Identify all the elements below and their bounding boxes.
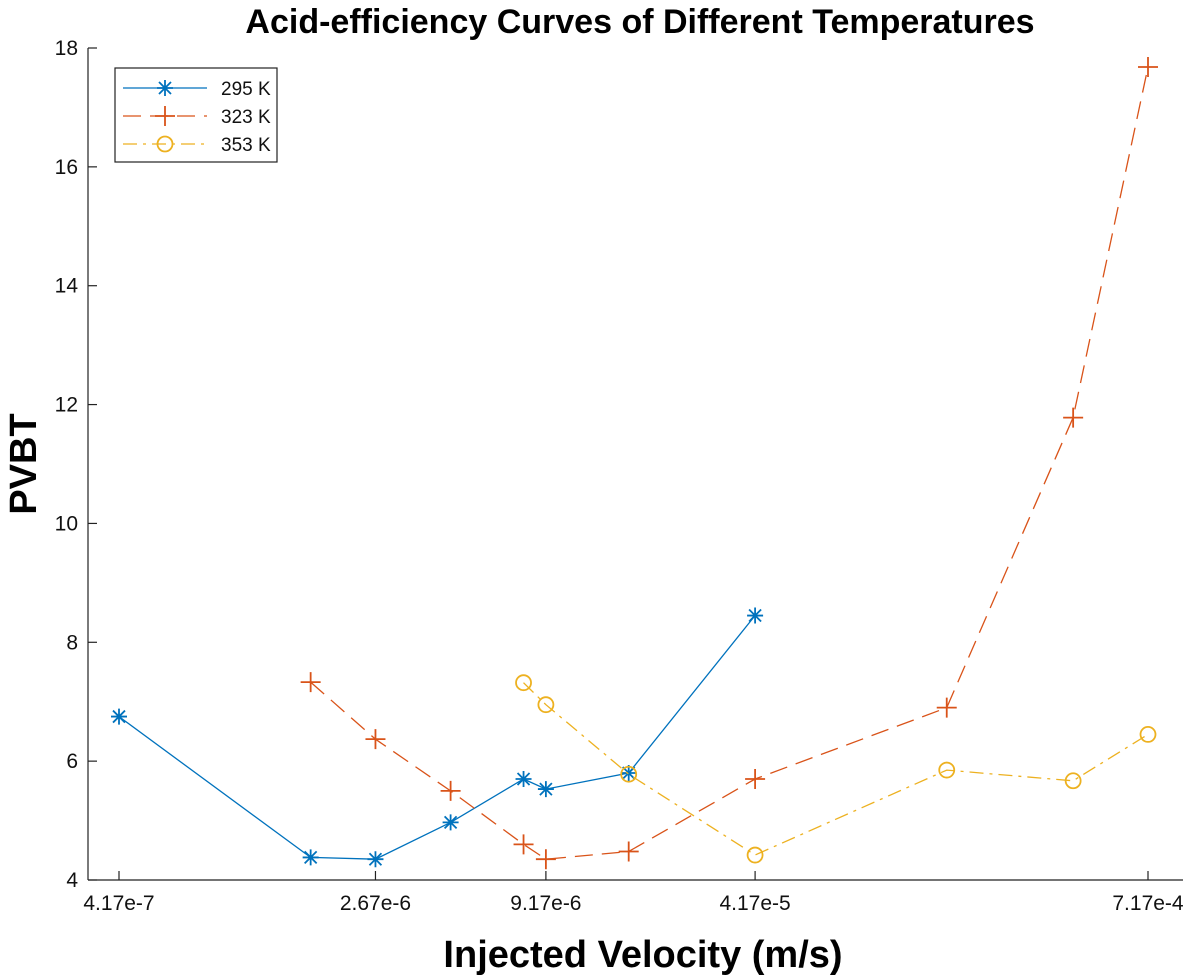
- data-point: [938, 761, 956, 779]
- data-point: [1139, 726, 1157, 743]
- legend-item: 353 K: [123, 135, 271, 156]
- y-axis-label: PVBT: [3, 413, 45, 514]
- legend-item: 323 K: [123, 106, 271, 128]
- data-point: [515, 674, 532, 692]
- data-point: [620, 765, 637, 782]
- series-line: [118, 615, 756, 860]
- series-line: [310, 66, 1149, 860]
- y-tick-label: 8: [66, 631, 78, 654]
- chart-title: Acid-efficiency Curves of Different Temp…: [245, 3, 1034, 41]
- data-point: [365, 729, 386, 750]
- y-tick-label: 10: [55, 512, 78, 535]
- legend: 295 K 323 K 353 K: [114, 67, 278, 163]
- data-point: [620, 765, 638, 783]
- data-point: [513, 834, 534, 855]
- data-point: [442, 814, 459, 831]
- legend-label: 323 K: [221, 107, 271, 128]
- legend-label: 353 K: [221, 135, 271, 156]
- plot-area: [111, 57, 1158, 870]
- data-point: [300, 672, 321, 693]
- y-tick-label: 6: [66, 750, 78, 773]
- data-point: [440, 780, 461, 801]
- x-tick-label: 4.17e-5: [719, 892, 790, 915]
- x-axis-label: Injected Velocity (m/s): [443, 934, 842, 976]
- data-point: [747, 607, 764, 624]
- legend-box: [114, 67, 278, 163]
- legend-marker: [156, 135, 174, 153]
- data-point: [1138, 57, 1158, 78]
- y-tick-label: 14: [55, 275, 79, 298]
- x-tick-label: 2.67e-6: [340, 892, 411, 915]
- data-point: [535, 849, 556, 870]
- y-tick-label: 18: [55, 37, 78, 60]
- legend-marker: [155, 106, 175, 126]
- legend-item: 295 K: [123, 79, 271, 100]
- data-point: [515, 770, 532, 787]
- series-2: [515, 674, 1157, 864]
- data-point: [745, 768, 766, 789]
- data-point: [111, 708, 127, 725]
- legend-marker: [157, 80, 173, 96]
- series-1: [300, 57, 1158, 870]
- x-tick-label: 9.17e-6: [510, 892, 581, 915]
- data-point: [537, 781, 554, 798]
- data-point: [302, 849, 319, 866]
- x-tick-label: 7.17e-4: [1112, 892, 1184, 915]
- series-line: [523, 682, 1149, 856]
- y-tick-label: 12: [55, 394, 78, 417]
- y-tick-label: 4: [66, 869, 78, 892]
- data-point: [936, 697, 957, 718]
- data-point: [367, 851, 384, 868]
- axes: 4 6 8 10 12 14 16 18 4.17e-7 2.67e-6 9.17e-6 4.17e-…: [55, 37, 1184, 915]
- x-tick-label: 4.17e-7: [83, 892, 154, 915]
- data-point: [537, 696, 555, 714]
- data-point: [746, 846, 764, 864]
- data-point: [618, 841, 639, 862]
- data-point: [1063, 407, 1084, 428]
- legend-label: 295 K: [221, 79, 271, 100]
- series-0: [111, 607, 764, 868]
- data-point: [1064, 772, 1082, 790]
- y-tick-label: 16: [55, 156, 78, 179]
